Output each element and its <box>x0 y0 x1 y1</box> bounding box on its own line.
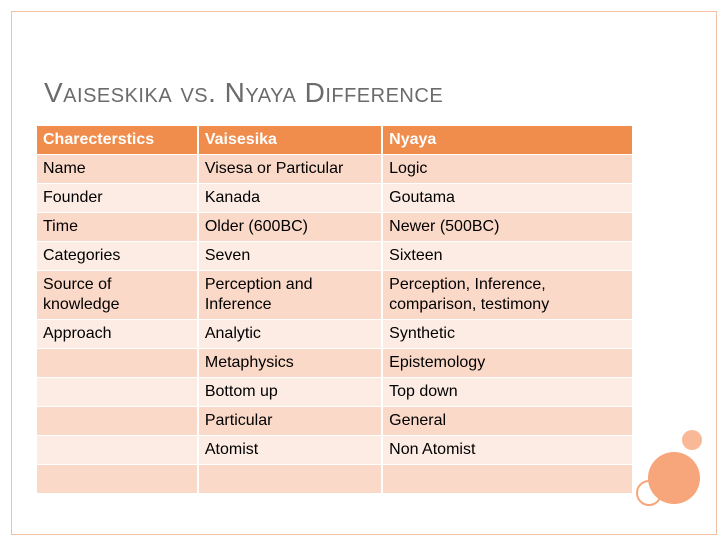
cell-nyaya: Goutama <box>382 183 632 213</box>
cell-vaisesika: Particular <box>197 406 384 436</box>
cell-characteristic: Approach <box>37 319 199 349</box>
header-characteristics: Charecterstics <box>37 126 199 155</box>
table-row: Founder Kanada Goutama <box>37 183 632 213</box>
cell-characteristic: Time <box>37 212 199 242</box>
cell-nyaya: Synthetic <box>382 319 632 349</box>
table-header-row: Charecterstics Vaisesika Nyaya <box>37 126 632 155</box>
cell-characteristic <box>37 377 199 407</box>
header-vaisesika: Vaisesika <box>197 126 384 155</box>
cell-characteristic: Categories <box>37 241 199 271</box>
cell-characteristic: Source of knowledge <box>37 270 199 320</box>
cell-nyaya: Perception, Inference, comparison, testi… <box>382 270 632 320</box>
table-row: Source of knowledge Perception and Infer… <box>37 270 632 320</box>
cell-vaisesika: Older (600BC) <box>197 212 384 242</box>
table-row: Particular General <box>37 406 632 436</box>
cell-characteristic <box>37 348 199 378</box>
cell-vaisesika: Analytic <box>197 319 384 349</box>
cell-vaisesika: Atomist <box>197 435 384 465</box>
table-row: Time Older (600BC) Newer (500BC) <box>37 212 632 242</box>
cell-nyaya: Epistemology <box>382 348 632 378</box>
cell-vaisesika: Seven <box>197 241 384 271</box>
cell-nyaya: Top down <box>382 377 632 407</box>
table-row: Bottom up Top down <box>37 377 632 407</box>
table-row: Atomist Non Atomist <box>37 435 632 465</box>
decorative-circle-small <box>682 430 702 450</box>
table-row-empty <box>37 464 632 494</box>
cell-nyaya: Sixteen <box>382 241 632 271</box>
cell-characteristic <box>37 464 199 494</box>
cell-characteristic: Name <box>37 154 199 184</box>
cell-characteristic <box>37 435 199 465</box>
cell-vaisesika: Perception and Inference <box>197 270 384 320</box>
cell-nyaya <box>382 464 632 494</box>
cell-vaisesika: Bottom up <box>197 377 384 407</box>
decorative-ring <box>636 480 662 506</box>
cell-nyaya: Non Atomist <box>382 435 632 465</box>
cell-vaisesika: Kanada <box>197 183 384 213</box>
cell-nyaya: Newer (500BC) <box>382 212 632 242</box>
header-nyaya: Nyaya <box>382 126 632 155</box>
cell-characteristic: Founder <box>37 183 199 213</box>
cell-characteristic <box>37 406 199 436</box>
cell-vaisesika: Metaphysics <box>197 348 384 378</box>
table-row: Approach Analytic Synthetic <box>37 319 632 349</box>
slide-frame <box>11 11 717 535</box>
table-row: Name Visesa or Particular Logic <box>37 154 632 184</box>
slide-title: Vaiseskika vs. Nyaya Difference <box>44 77 444 108</box>
cell-nyaya: Logic <box>382 154 632 184</box>
cell-vaisesika <box>197 464 384 494</box>
comparison-table: Charecterstics Vaisesika Nyaya Name Vise… <box>37 126 632 494</box>
cell-vaisesika: Visesa or Particular <box>197 154 384 184</box>
table-row: Metaphysics Epistemology <box>37 348 632 378</box>
table-row: Categories Seven Sixteen <box>37 241 632 271</box>
cell-nyaya: General <box>382 406 632 436</box>
